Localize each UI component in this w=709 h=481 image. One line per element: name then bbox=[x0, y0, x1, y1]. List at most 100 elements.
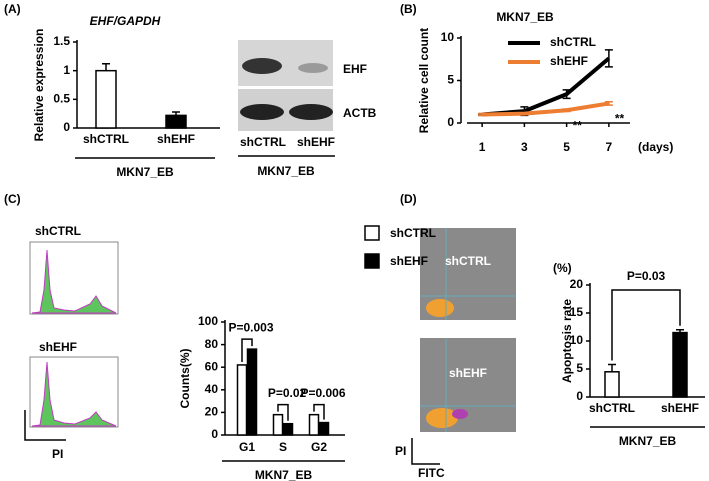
axis-label: PI bbox=[395, 444, 406, 458]
bracket bbox=[313, 403, 325, 420]
y-axis-label: Relative expression bbox=[32, 29, 46, 142]
chart-title: MKN7_EB bbox=[496, 10, 554, 24]
group-label: MKN7_EB bbox=[255, 468, 313, 481]
axis-label: FITC bbox=[418, 466, 445, 480]
legend-label: shCTRL bbox=[550, 35, 596, 49]
y-axis-label: Apoptosis rate bbox=[560, 299, 574, 383]
histogram-image bbox=[31, 249, 117, 314]
y-axis-label: Relative cell count bbox=[417, 28, 431, 133]
y-tick-label: 100 bbox=[198, 314, 218, 328]
flow-images: shCTRL shEHF PI FITC bbox=[395, 228, 516, 480]
legend-swatch bbox=[364, 225, 380, 241]
group-label: MKN7_EB bbox=[257, 164, 315, 178]
x-tick-label: G1 bbox=[239, 440, 255, 454]
bracket bbox=[277, 403, 289, 421]
bar bbox=[165, 114, 187, 129]
bar bbox=[308, 413, 320, 436]
annotation: P=0.003 bbox=[228, 320, 273, 334]
error-bar bbox=[520, 112, 529, 116]
scale-bar bbox=[24, 410, 66, 441]
band bbox=[242, 58, 282, 74]
x-tick-label: shCTRL bbox=[589, 401, 635, 415]
x-axis-label: (days) bbox=[638, 140, 673, 154]
y-tick-label: 0 bbox=[447, 115, 454, 129]
axis-label: PI bbox=[52, 447, 63, 461]
annotation: ** bbox=[573, 118, 583, 132]
legend-label: shCTRL bbox=[390, 226, 436, 240]
cell-cycle-images: shCTRL shEHF PI bbox=[24, 224, 119, 461]
band bbox=[289, 104, 333, 120]
lane-label: shCTRL bbox=[240, 135, 286, 149]
x-tick-label: 5 bbox=[563, 140, 570, 154]
band bbox=[298, 63, 328, 73]
western-blot: EHF ACTB shCTRL shEHF MKN7_EB bbox=[238, 40, 377, 178]
x-tick-label: shEHF bbox=[661, 401, 699, 415]
legend-swatch bbox=[364, 253, 380, 269]
flow-image bbox=[452, 409, 468, 419]
unit-label: (%) bbox=[553, 261, 572, 275]
group-label: MKN7_EB bbox=[116, 165, 174, 179]
y-tick-label: 0 bbox=[576, 389, 583, 403]
y-tick-label: 1.5 bbox=[53, 34, 70, 48]
scale-bar bbox=[411, 438, 440, 465]
bracket bbox=[241, 338, 253, 362]
y-tick-label: 80 bbox=[205, 337, 219, 351]
bar bbox=[318, 421, 330, 436]
y-tick-label: 0 bbox=[211, 427, 218, 441]
error-bar bbox=[604, 101, 613, 106]
band-label: EHF bbox=[343, 62, 367, 76]
panel-label: (C) bbox=[4, 192, 21, 206]
bar bbox=[282, 422, 294, 436]
group-label: MKN7_EB bbox=[619, 434, 677, 448]
annotation: P=0.03 bbox=[627, 269, 666, 283]
image-label: shCTRL bbox=[35, 224, 81, 238]
error-bar bbox=[604, 49, 613, 68]
x-tick-label: 1 bbox=[479, 140, 486, 154]
y-tick-label: 20 bbox=[205, 405, 219, 419]
y-tick-label: 10 bbox=[570, 333, 584, 347]
image-label: shCTRL bbox=[445, 254, 491, 268]
bar bbox=[236, 364, 248, 436]
image-label: shEHF bbox=[449, 366, 487, 380]
histogram-image bbox=[31, 361, 117, 427]
x-tick-label: S bbox=[279, 440, 287, 454]
annotation: P=0.02 bbox=[268, 386, 307, 400]
bracket bbox=[611, 289, 681, 361]
legend-label: shEHF bbox=[390, 254, 428, 268]
image-label: shEHF bbox=[39, 340, 77, 354]
chart-title: EHF/GAPDH bbox=[90, 14, 161, 28]
annotation: P=0.006 bbox=[300, 386, 345, 400]
x-tick-label: G2 bbox=[311, 440, 327, 454]
y-tick-label: 0.5 bbox=[53, 92, 70, 106]
annotation: ** bbox=[615, 112, 625, 126]
x-tick-label: shEHF bbox=[157, 132, 195, 146]
error-bar bbox=[562, 89, 571, 100]
band bbox=[240, 104, 284, 120]
panel-label: (B) bbox=[400, 2, 417, 16]
lane-label: shEHF bbox=[297, 135, 335, 149]
bar bbox=[672, 331, 688, 398]
panel-label: (D) bbox=[400, 192, 417, 206]
y-tick-label: 40 bbox=[205, 382, 219, 396]
flow-image bbox=[426, 408, 458, 428]
y-tick-label: 5 bbox=[447, 73, 454, 87]
y-tick-label: 1 bbox=[63, 63, 70, 77]
flow-image bbox=[426, 299, 454, 317]
y-tick-label: 5 bbox=[576, 361, 583, 375]
line bbox=[482, 101, 610, 117]
panel-label: (A) bbox=[4, 2, 21, 16]
x-tick-label: 7 bbox=[606, 140, 613, 154]
y-tick-label: 60 bbox=[205, 359, 219, 373]
error-bar bbox=[562, 108, 571, 113]
bar bbox=[95, 69, 117, 129]
y-tick-label: 10 bbox=[441, 30, 455, 44]
y-tick-label: 15 bbox=[570, 305, 584, 319]
error-bar bbox=[478, 112, 487, 117]
y-tick-label: 20 bbox=[570, 277, 584, 291]
x-tick-label: 3 bbox=[521, 140, 528, 154]
y-tick-label: 0 bbox=[63, 120, 70, 134]
band-label: ACTB bbox=[343, 106, 377, 120]
bar bbox=[272, 413, 284, 436]
x-tick-label: shCTRL bbox=[83, 132, 129, 146]
